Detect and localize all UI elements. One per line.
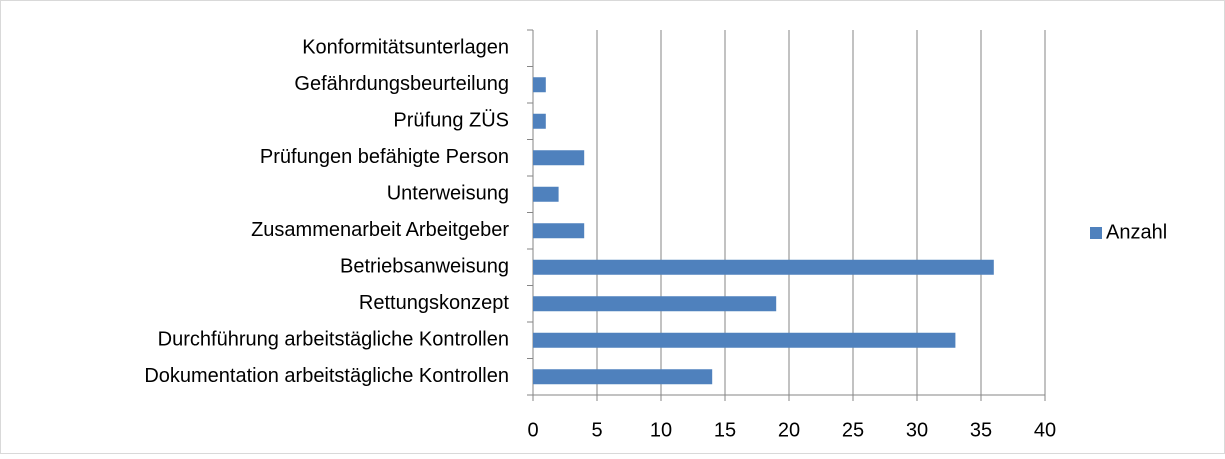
x-tick-label: 15 (714, 419, 736, 441)
bar (533, 150, 585, 166)
y-tick-label: Konformitätsunterlagen (302, 37, 509, 59)
y-tick-label: Zusammenarbeit Arbeitgeber (251, 219, 509, 241)
x-tick-label: 25 (842, 419, 864, 441)
bar (533, 369, 713, 385)
y-tick-label: Betriebsanweisung (340, 256, 509, 278)
bar (533, 186, 559, 202)
bar (533, 259, 994, 275)
bar (533, 113, 546, 129)
bar (533, 332, 956, 348)
x-tick-label: 0 (527, 419, 538, 441)
y-tick-label: Durchführung arbeitstägliche Kontrollen (158, 329, 509, 351)
legend-label: Anzahl (1106, 221, 1167, 243)
y-tick-label: Gefährdungsbeurteilung (294, 73, 509, 95)
x-tick-label: 20 (778, 419, 800, 441)
y-tick-label: Unterweisung (387, 183, 509, 205)
x-tick-label: 10 (650, 419, 672, 441)
legend-swatch (1090, 227, 1102, 239)
y-tick-label: Rettungskonzept (359, 292, 510, 314)
x-tick-label: 35 (970, 419, 992, 441)
x-tick-label: 5 (591, 419, 602, 441)
x-tick-label: 40 (1034, 419, 1056, 441)
y-tick-label: Prüfung ZÜS (393, 110, 509, 132)
y-tick-label: Dokumentation arbeitstägliche Kontrollen (144, 365, 509, 387)
bar (533, 296, 777, 312)
bar (533, 77, 546, 93)
bar (533, 223, 585, 239)
y-tick-label: Prüfungen befähigte Person (260, 146, 509, 168)
x-tick-label: 30 (906, 419, 928, 441)
